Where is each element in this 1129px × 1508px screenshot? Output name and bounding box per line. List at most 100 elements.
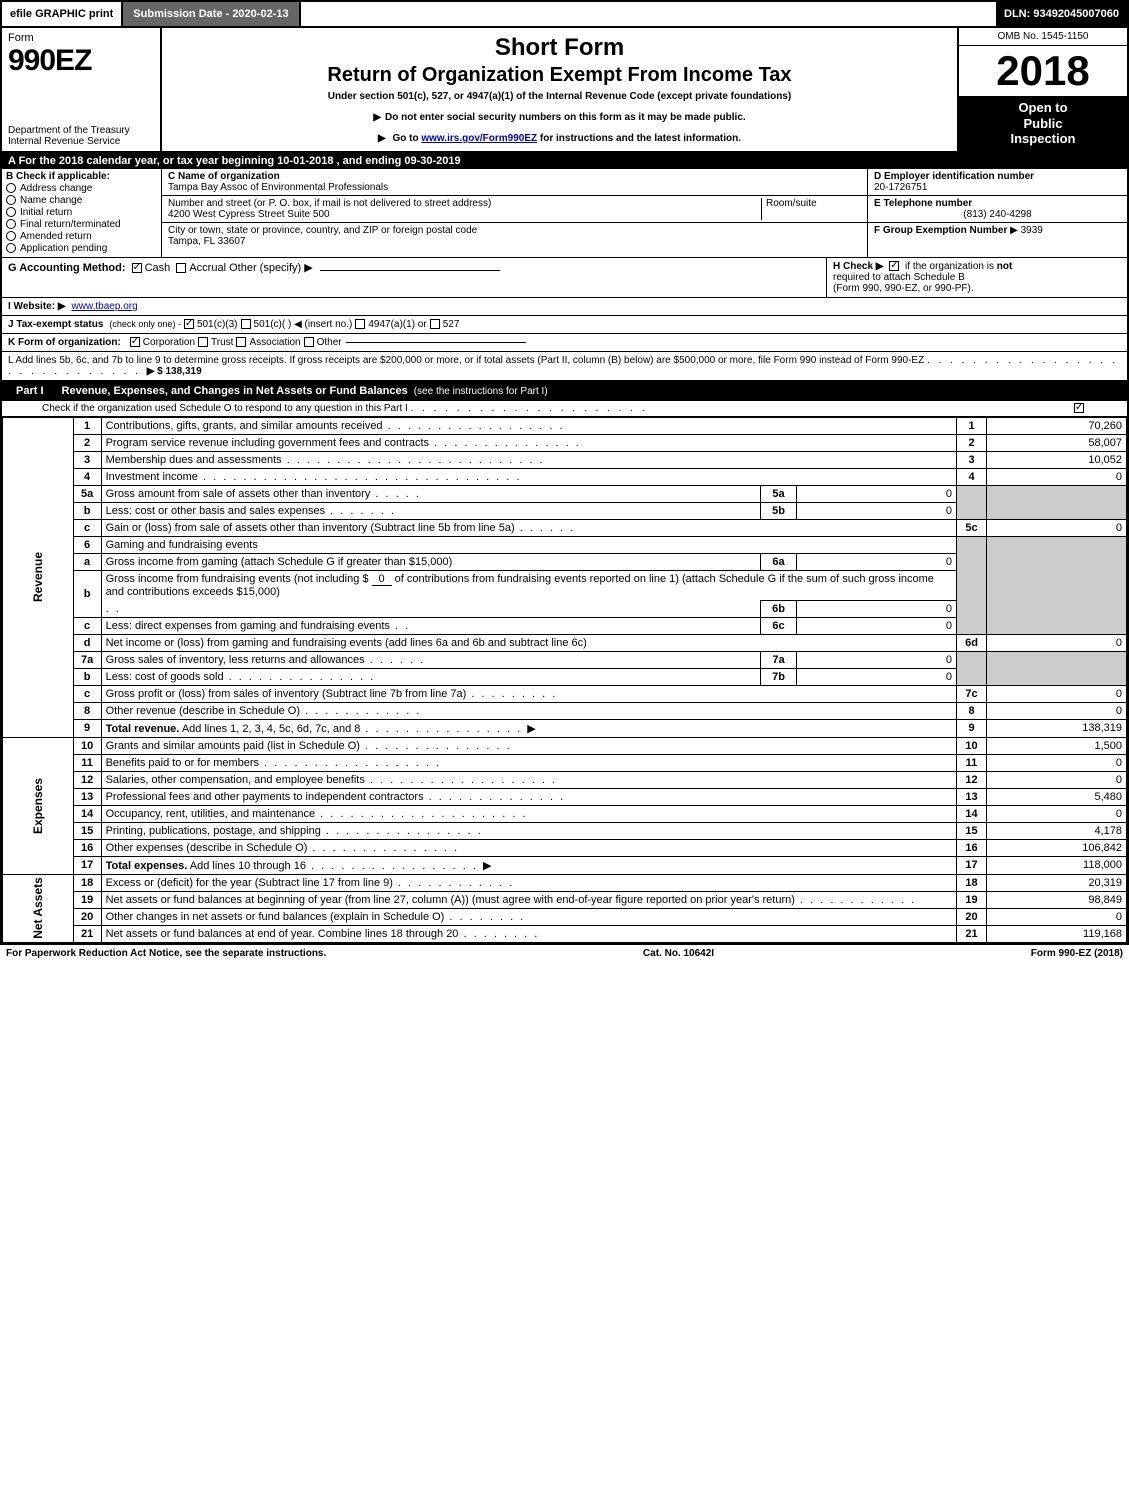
line-16: 16 Other expenses (describe in Schedule … <box>3 839 1127 856</box>
line-5c-value: 0 <box>987 519 1127 536</box>
line-13-value: 5,480 <box>987 788 1127 805</box>
line-7c: c Gross profit or (loss) from sales of i… <box>3 685 1127 702</box>
ein-row: D Employer identification number 20-1726… <box>868 169 1127 196</box>
chk-501c3[interactable] <box>184 319 194 329</box>
notice-goto: Go to www.irs.gov/Form990EZ for instruct… <box>172 133 947 144</box>
line-16-value: 106,842 <box>987 839 1127 856</box>
efile-print-label[interactable]: efile GRAPHIC print <box>2 2 121 26</box>
part-1-header: Part I Revenue, Expenses, and Changes in… <box>2 381 1127 401</box>
accounting-other-input[interactable] <box>320 270 500 271</box>
group-exemption-value: 3939 <box>1021 225 1043 236</box>
line-13: 13 Professional fees and other payments … <box>3 788 1127 805</box>
chk-name-change[interactable]: Name change <box>6 195 157 206</box>
line-15: 15 Printing, publications, postage, and … <box>3 822 1127 839</box>
other-org-input[interactable] <box>346 342 526 343</box>
line-3: 3 Membership dues and assessments . . . … <box>3 451 1127 468</box>
gh-row: G Accounting Method: Cash Accrual Other … <box>2 258 1127 298</box>
part-1-table: Revenue 1 Contributions, gifts, grants, … <box>2 417 1127 943</box>
gross-receipts-amount: ▶ $ 138,319 <box>147 366 202 377</box>
line-j: J Tax-exempt status (check only one) - 5… <box>2 316 1127 334</box>
chk-4947a1[interactable] <box>355 319 365 329</box>
line-7a: 7a Gross sales of inventory, less return… <box>3 651 1127 668</box>
line-5b-value: 0 <box>797 502 957 519</box>
line-12: 12 Salaries, other compensation, and emp… <box>3 771 1127 788</box>
city-state-zip: Tampa, FL 33607 <box>168 236 483 247</box>
short-form-title: Short Form <box>172 34 947 62</box>
line-11: 11 Benefits paid to or for members . . .… <box>3 754 1127 771</box>
header-left: Form 990EZ Department of the Treasury In… <box>2 28 162 151</box>
revenue-side-label: Revenue <box>3 417 74 737</box>
expenses-side-label: Expenses <box>3 737 74 874</box>
chk-trust[interactable] <box>198 337 208 347</box>
line-14: 14 Occupancy, rent, utilities, and maint… <box>3 805 1127 822</box>
line-6a-value: 0 <box>797 553 957 570</box>
dept-irs: Internal Revenue Service <box>8 136 154 147</box>
org-name-row: C Name of organization Tampa Bay Assoc o… <box>162 169 867 196</box>
form-version: Form 990-EZ (2018) <box>1031 948 1123 959</box>
line-3-value: 10,052 <box>987 451 1127 468</box>
line-20: 20 Other changes in net assets or fund b… <box>3 908 1127 925</box>
footer: For Paperwork Reduction Act Notice, see … <box>0 945 1129 962</box>
website-link[interactable]: www.tbaep.org <box>72 301 138 312</box>
form-label: Form <box>8 32 154 44</box>
telephone-value: (813) 240-4298 <box>874 209 1121 220</box>
dept-treasury: Department of the Treasury <box>8 125 154 136</box>
line-11-value: 0 <box>987 754 1127 771</box>
line-l: L Add lines 5b, 6c, and 7b to line 9 to … <box>2 352 1127 381</box>
section-c: C Name of organization Tampa Bay Assoc o… <box>162 169 867 257</box>
line-g: G Accounting Method: Cash Accrual Other … <box>2 258 827 297</box>
chk-other-org[interactable] <box>304 337 314 347</box>
open-to-public: Open to Public Inspection <box>959 96 1127 151</box>
chk-schedule-o[interactable] <box>1074 403 1084 413</box>
line-9: 9 Total revenue. Total revenue. Add line… <box>3 719 1127 737</box>
chk-schedule-b[interactable] <box>889 261 899 271</box>
line-4-value: 0 <box>987 468 1127 485</box>
chk-final-return[interactable]: Final return/terminated <box>6 219 157 230</box>
line-i: I Website: ▶ www.tbaep.org <box>2 298 1127 316</box>
form-container: Form 990EZ Department of the Treasury In… <box>0 28 1129 945</box>
chk-501c[interactable] <box>241 319 251 329</box>
line-5a: 5a Gross amount from sale of assets othe… <box>3 485 1127 502</box>
street-address: 4200 West Cypress Street Suite 500 <box>168 209 761 220</box>
line-17-value: 118,000 <box>987 856 1127 874</box>
ein-value: 20-1726751 <box>874 182 1121 193</box>
check-schedule-o-row: Check if the organization used Schedule … <box>2 401 1127 417</box>
line-7a-value: 0 <box>797 651 957 668</box>
line-10: Expenses 10 Grants and similar amounts p… <box>3 737 1127 754</box>
line-6b-contrib-amount: 0 <box>372 573 392 586</box>
chk-accrual[interactable] <box>176 263 186 273</box>
part-1-title: Revenue, Expenses, and Changes in Net As… <box>62 385 408 397</box>
line-12-value: 0 <box>987 771 1127 788</box>
chk-address-change[interactable]: Address change <box>6 183 157 194</box>
under-section: Under section 501(c), 527, or 4947(a)(1)… <box>172 91 947 102</box>
netassets-side-label: Net Assets <box>3 874 74 942</box>
line-1: Revenue 1 Contributions, gifts, grants, … <box>3 417 1127 434</box>
chk-cash[interactable] <box>132 263 142 273</box>
line-14-value: 0 <box>987 805 1127 822</box>
omb-number: OMB No. 1545-1150 <box>959 28 1127 46</box>
line-21: 21 Net assets or fund balances at end of… <box>3 925 1127 942</box>
line-19: 19 Net assets or fund balances at beginn… <box>3 891 1127 908</box>
line-20-value: 0 <box>987 908 1127 925</box>
line-6: 6 Gaming and fundraising events <box>3 536 1127 553</box>
chk-application-pending[interactable]: Application pending <box>6 243 157 254</box>
line-15-value: 4,178 <box>987 822 1127 839</box>
line-4: 4 Investment income . . . . . . . . . . … <box>3 468 1127 485</box>
topbar-spacer <box>301 2 996 26</box>
line-18-value: 20,319 <box>987 874 1127 891</box>
part-1-label: Part I <box>8 384 52 398</box>
submission-date: Submission Date - 2020-02-13 <box>121 2 300 26</box>
chk-corporation[interactable] <box>130 337 140 347</box>
room-suite-label: Room/suite <box>766 198 861 209</box>
line-2-value: 58,007 <box>987 434 1127 451</box>
chk-initial-return[interactable]: Initial return <box>6 207 157 218</box>
line-6d-value: 0 <box>987 634 1127 651</box>
chk-amended-return[interactable]: Amended return <box>6 231 157 242</box>
line-1-value: 70,260 <box>987 417 1127 434</box>
line-9-value: 138,319 <box>987 719 1127 737</box>
line-18: Net Assets 18 Excess or (deficit) for th… <box>3 874 1127 891</box>
line-21-value: 119,168 <box>987 925 1127 942</box>
chk-527[interactable] <box>430 319 440 329</box>
irs-link[interactable]: www.irs.gov/Form990EZ <box>421 133 537 144</box>
chk-association[interactable] <box>236 337 246 347</box>
